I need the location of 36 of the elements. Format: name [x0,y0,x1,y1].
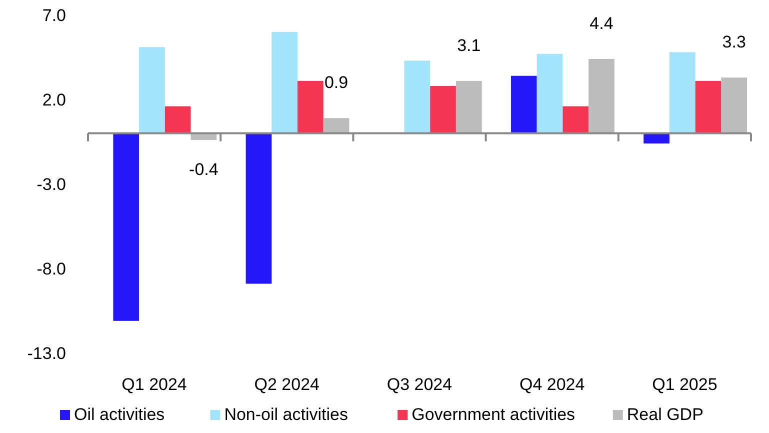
bar [139,47,165,134]
bar [298,80,324,134]
bar [113,133,140,321]
legend-label: Real GDP [626,405,704,424]
bar [562,106,589,134]
bar [721,78,748,134]
data-label: 4.4 [590,14,614,33]
bar [404,60,430,134]
bar [510,76,537,134]
bar [456,80,482,134]
data-label: 0.9 [324,73,348,92]
bar [246,133,272,284]
x-tick-label: Q2 2024 [254,375,320,394]
bar [695,80,722,134]
x-tick-label: Q1 2024 [122,375,187,394]
bar [588,58,614,134]
x-tick-label: Q1 2025 [652,375,718,394]
x-tick-label: Q3 2024 [386,375,452,394]
bar [430,86,456,134]
bar [669,52,696,134]
bar [272,32,298,134]
data-label: 3.1 [457,36,481,55]
legend-label: Non-oil activities [224,405,348,424]
y-tick-label: -13.0 [27,344,66,363]
y-tick-label: -3.0 [36,174,66,194]
bar [323,118,350,134]
y-tick-label: 2.0 [42,90,66,110]
bar [164,106,191,134]
data-label: 3.3 [722,32,746,52]
data-label: -0.4 [189,160,218,180]
legend-label: Government activities [412,405,576,424]
legend-label: Oil activities [74,405,165,424]
y-tick-label: 7.0 [42,6,66,25]
y-tick-label: -8.0 [36,259,66,278]
x-tick-label: Q4 2024 [519,375,585,394]
bar [536,54,563,134]
